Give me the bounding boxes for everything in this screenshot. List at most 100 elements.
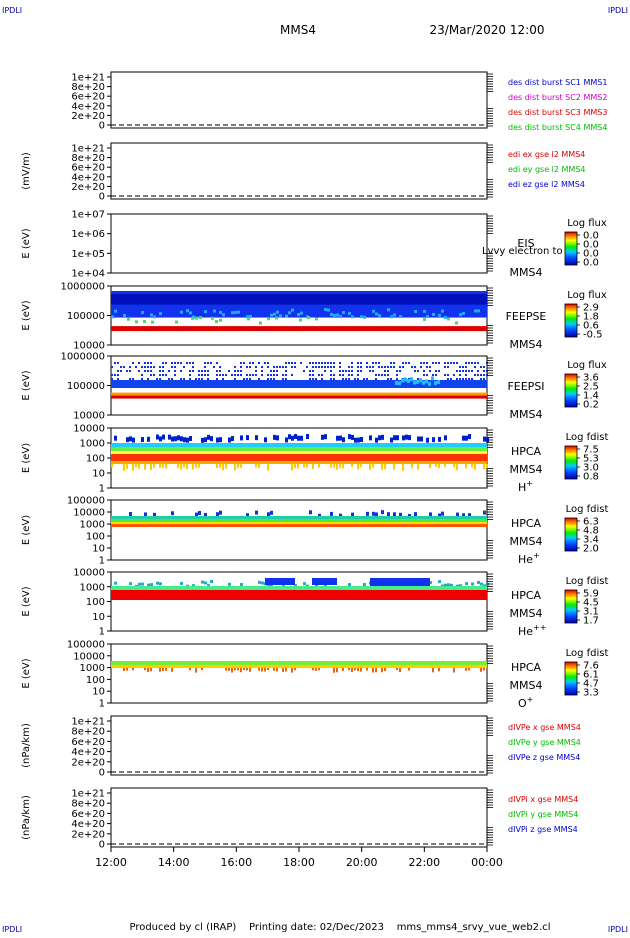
spectrogram-cell: [204, 366, 206, 368]
spectrogram-cell: [207, 374, 209, 376]
spectrogram-cell: [207, 370, 209, 372]
spectrogram-cell: [189, 362, 191, 364]
spectrogram-cell: [456, 370, 458, 372]
spectrogram-cell: [276, 310, 279, 314]
spectrogram-cell: [303, 464, 305, 468]
spectrogram-cell: [147, 378, 149, 380]
spectrogram-cell: [486, 464, 488, 469]
spectrogram-cell: [342, 437, 345, 443]
colorbar-tick-label: 6.3: [583, 517, 599, 528]
spectrogram-cell: [177, 464, 179, 469]
spectrogram-cell: [156, 581, 159, 585]
spectrogram-cell: [291, 668, 293, 673]
colorbar-tick-label: 3.3: [583, 688, 599, 699]
instrument-label: HPCA: [511, 517, 542, 530]
spectrogram-cell: [333, 362, 335, 364]
spectrogram-cell: [390, 437, 393, 443]
spectrogram-cell: [351, 370, 353, 372]
spectrogram-cell: [315, 584, 318, 588]
spectrogram-cell: [360, 464, 362, 468]
spectrogram-cell: [333, 374, 335, 376]
y-tick-label: 100000: [67, 381, 105, 392]
spectrogram-cell: [324, 362, 326, 364]
spectrogram-cell: [231, 435, 234, 441]
spectrogram-cell: [207, 434, 210, 440]
spectrogram-cell: [342, 668, 344, 671]
spectrogram-cell: [393, 313, 396, 317]
y-tick-label: 0: [99, 121, 105, 132]
spectrogram-cell: [423, 370, 425, 372]
spectrogram-cell: [159, 370, 161, 372]
colorbar: [564, 231, 578, 266]
spectrogram-cell: [228, 370, 230, 372]
spectrogram-cell: [255, 464, 257, 468]
spectrogram-cell: [261, 668, 263, 672]
spectrogram-cell: [483, 366, 485, 368]
spectrogram-cell: [204, 374, 206, 376]
spectrogram-cell: [312, 374, 314, 376]
spectrogram-cell: [387, 374, 389, 376]
spectrogram-cell: [387, 378, 389, 380]
spectrogram-cell: [132, 378, 134, 380]
spectrogram-cell: [267, 464, 269, 471]
spectrogram-cell: [150, 374, 152, 376]
spectrogram-cell: [192, 464, 194, 470]
spectrogram-cell: [297, 435, 300, 441]
y-tick-label: 10: [92, 687, 105, 698]
spectrogram-cell: [447, 583, 450, 587]
spectrogram-cell: [321, 434, 324, 440]
spectrogram-cell: [315, 378, 317, 380]
legend-entry: dIVPi y gse MMS4: [508, 810, 578, 819]
spectrogram-cell: [396, 374, 398, 376]
spectrogram-cell: [318, 668, 320, 671]
spectrogram-cell: [219, 366, 221, 368]
spectrogram-cell: [216, 464, 218, 468]
spectrogram-cell: [294, 434, 297, 440]
spectrogram-cell: [267, 668, 269, 671]
spectrogram-cell: [471, 378, 473, 380]
y-tick-label: 10000: [73, 508, 105, 519]
spectrogram-cell: [123, 366, 125, 368]
colorbar-tick-label: 5.3: [583, 454, 599, 465]
spectrogram-cell: [276, 374, 278, 376]
species-charge: +: [526, 479, 533, 488]
spectrogram-cell: [318, 464, 320, 468]
spectrogram-cell: [144, 370, 146, 372]
spectrogram-cell: [141, 366, 143, 368]
spectrogram-cell: [132, 464, 134, 471]
spectrogram-cell: [401, 378, 404, 383]
spectrogram-cell: [135, 464, 137, 468]
spectrogram-cell: [384, 370, 386, 372]
spectrogram-cell: [279, 366, 281, 368]
spectrogram-cell: [228, 668, 230, 671]
spectrogram-band: [111, 395, 487, 399]
spectrogram-cell: [174, 366, 176, 368]
spectrogram-cell: [422, 380, 425, 385]
legend-entry: edi ez gse l2 MMS4: [508, 180, 585, 189]
spectrogram-cell: [264, 668, 266, 672]
spectrogram-cell: [258, 362, 260, 364]
y-tick-label: 100: [86, 675, 105, 686]
spectrogram-cell: [447, 317, 450, 321]
spectrogram-cell: [126, 464, 128, 469]
spectrogram-cell: [126, 437, 129, 443]
spectrogram-cell: [138, 582, 141, 586]
spectrogram-cell: [405, 362, 407, 364]
spectrogram-cell: [330, 370, 332, 372]
spectrogram-cell: [420, 366, 422, 368]
colorbar: [564, 517, 578, 552]
spectrogram-cell: [215, 320, 218, 324]
spectrogram-cell: [219, 318, 222, 322]
corner-label-bottom-right: IPDLI: [608, 925, 628, 934]
overlay-label: Lvvy electron to: [482, 246, 563, 257]
y-tick-label: 1e+21: [71, 717, 105, 728]
spectrogram-cell: [156, 378, 158, 380]
spectrogram-cell: [270, 313, 273, 317]
spectrogram-cell: [159, 374, 161, 376]
spectrogram-cell: [384, 464, 386, 470]
spectrogram-cell: [150, 313, 153, 317]
spectrogram-cell: [465, 435, 468, 441]
spectrogram-cell: [333, 464, 335, 468]
spectrogram-cell: [480, 582, 483, 586]
